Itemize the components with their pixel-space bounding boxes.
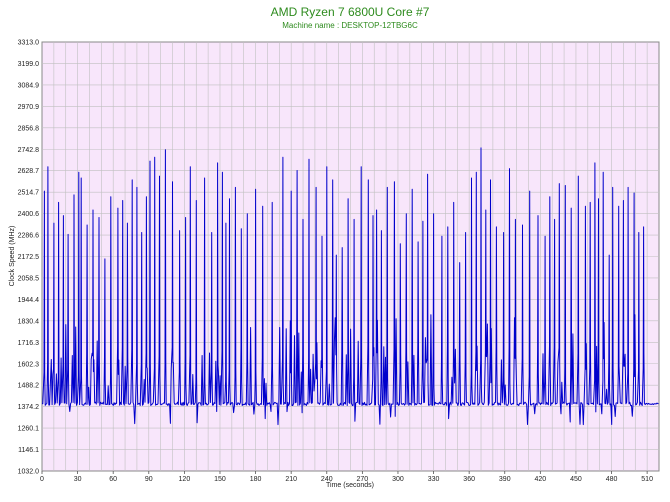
x-tick-label: 300 bbox=[392, 476, 404, 483]
x-tick-label: 0 bbox=[40, 476, 44, 483]
x-tick-label: 450 bbox=[570, 476, 582, 483]
y-tick-label: 2286.6 bbox=[18, 233, 40, 240]
y-tick-label: 2058.5 bbox=[18, 275, 40, 282]
x-tick-label: 330 bbox=[428, 476, 440, 483]
tick-labels: 3313.0 3199.0 3084.9 2970.9 2856.8 2742.8 2628… bbox=[18, 40, 653, 484]
x-tick-label: 30 bbox=[74, 476, 82, 483]
x-tick-label: 60 bbox=[109, 476, 117, 483]
x-tick-label: 390 bbox=[499, 476, 511, 483]
x-tick-label: 360 bbox=[463, 476, 475, 483]
grid-lines bbox=[42, 42, 659, 471]
x-tick-label: 210 bbox=[285, 476, 297, 483]
y-tick-label: 3313.0 bbox=[18, 40, 40, 47]
y-tick-label: 1716.3 bbox=[18, 340, 40, 347]
series-line bbox=[41, 147, 659, 426]
y-tick-label: 2514.7 bbox=[18, 190, 40, 197]
y-tick-label: 2628.7 bbox=[18, 168, 40, 175]
y-tick-label: 1260.1 bbox=[18, 426, 40, 433]
y-tick-label: 3084.9 bbox=[18, 82, 40, 89]
x-tick-label: 150 bbox=[214, 476, 226, 483]
y-tick-label: 2970.9 bbox=[18, 104, 40, 111]
series-layer bbox=[41, 147, 659, 426]
y-tick-label: 2856.8 bbox=[18, 125, 40, 132]
chart-subtitle: Machine name : DESKTOP-12TBG6C bbox=[282, 21, 418, 30]
y-tick-label: 1830.4 bbox=[18, 318, 40, 325]
y-tick-label: 1602.3 bbox=[18, 361, 40, 368]
y-tick-label: 3199.0 bbox=[18, 61, 40, 68]
y-tick-label: 2172.5 bbox=[18, 254, 40, 261]
y-axis-label: Clock Speed (MHz) bbox=[9, 226, 16, 287]
x-tick-label: 480 bbox=[606, 476, 618, 483]
y-tick-label: 2742.8 bbox=[18, 147, 40, 154]
chart-title: AMD Ryzen 7 6800U Core #7 bbox=[271, 5, 430, 19]
x-tick-label: 120 bbox=[179, 476, 191, 483]
y-tick-label: 1374.2 bbox=[18, 404, 40, 411]
x-tick-label: 180 bbox=[250, 476, 262, 483]
y-tick-label: 1146.1 bbox=[18, 447, 39, 454]
x-tick-label: 240 bbox=[321, 476, 333, 483]
y-tick-label: 1032.0 bbox=[18, 469, 40, 476]
y-tick-label: 2400.6 bbox=[18, 211, 40, 218]
x-tick-label: 270 bbox=[357, 476, 369, 483]
x-tick-label: 510 bbox=[641, 476, 653, 483]
x-tick-label: 420 bbox=[535, 476, 547, 483]
x-tick-label: 90 bbox=[145, 476, 153, 483]
x-axis-label: Time (seconds) bbox=[326, 482, 374, 489]
y-tick-label: 1944.4 bbox=[18, 297, 40, 304]
y-tick-label: 1488.2 bbox=[18, 383, 40, 390]
